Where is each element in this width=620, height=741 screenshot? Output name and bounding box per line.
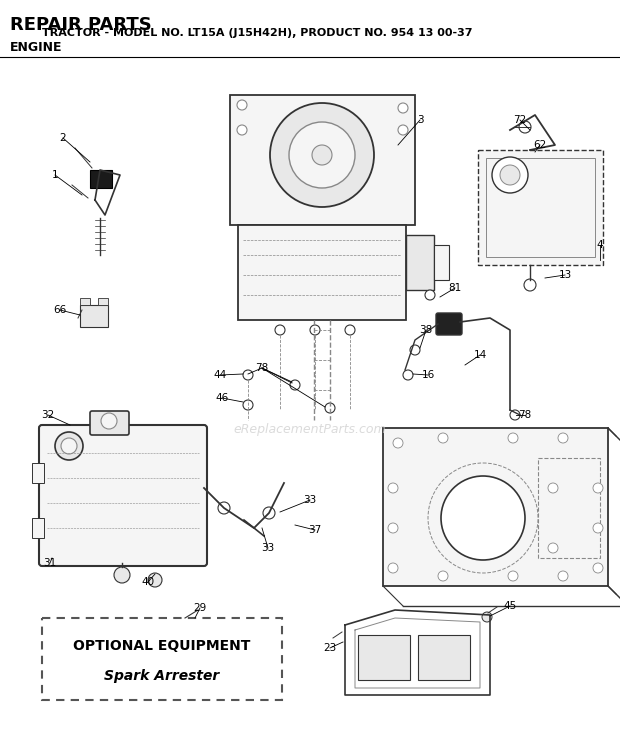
Text: 66: 66 xyxy=(53,305,66,315)
Circle shape xyxy=(237,125,247,135)
Circle shape xyxy=(508,433,518,443)
Text: 45: 45 xyxy=(503,601,516,611)
Text: REPAIR PARTS: REPAIR PARTS xyxy=(10,16,152,34)
Text: OPTIONAL EQUIPMENT: OPTIONAL EQUIPMENT xyxy=(73,639,250,653)
Text: 81: 81 xyxy=(448,283,462,293)
Text: eReplacementParts.com: eReplacementParts.com xyxy=(234,424,386,436)
Text: 13: 13 xyxy=(559,270,572,280)
Text: 46: 46 xyxy=(215,393,229,403)
FancyBboxPatch shape xyxy=(238,225,406,320)
Text: 32: 32 xyxy=(42,410,55,420)
Circle shape xyxy=(275,325,285,335)
FancyBboxPatch shape xyxy=(383,428,608,586)
Circle shape xyxy=(114,567,130,583)
Text: 1: 1 xyxy=(51,170,58,180)
Circle shape xyxy=(270,103,374,207)
Circle shape xyxy=(388,563,398,573)
Text: 4: 4 xyxy=(596,240,603,250)
Circle shape xyxy=(438,433,448,443)
Circle shape xyxy=(310,325,320,335)
Text: 72: 72 xyxy=(513,115,526,125)
Circle shape xyxy=(325,403,335,413)
Bar xyxy=(32,463,44,483)
Bar xyxy=(32,518,44,538)
Circle shape xyxy=(312,145,332,165)
Text: 16: 16 xyxy=(422,370,435,380)
FancyBboxPatch shape xyxy=(406,235,434,290)
Text: 78: 78 xyxy=(518,410,531,420)
Text: 23: 23 xyxy=(324,643,337,653)
FancyBboxPatch shape xyxy=(39,425,207,566)
Text: 33: 33 xyxy=(262,543,275,553)
Text: 38: 38 xyxy=(419,325,433,335)
Circle shape xyxy=(492,157,528,193)
Circle shape xyxy=(593,523,603,533)
Circle shape xyxy=(393,438,403,448)
Circle shape xyxy=(243,370,253,380)
Circle shape xyxy=(388,483,398,493)
Circle shape xyxy=(148,573,162,587)
Circle shape xyxy=(548,483,558,493)
FancyBboxPatch shape xyxy=(478,150,603,265)
Text: 3: 3 xyxy=(417,115,423,125)
Text: 40: 40 xyxy=(141,577,154,587)
Text: 44: 44 xyxy=(213,370,227,380)
Text: Spark Arrester: Spark Arrester xyxy=(104,669,219,683)
Circle shape xyxy=(425,290,435,300)
FancyBboxPatch shape xyxy=(90,170,112,188)
Circle shape xyxy=(289,122,355,188)
FancyBboxPatch shape xyxy=(230,95,415,225)
Circle shape xyxy=(548,543,558,553)
Circle shape xyxy=(593,483,603,493)
Circle shape xyxy=(482,612,492,622)
Text: 37: 37 xyxy=(308,525,322,535)
Circle shape xyxy=(263,507,275,519)
Bar xyxy=(358,635,410,680)
FancyBboxPatch shape xyxy=(434,245,449,280)
Circle shape xyxy=(508,571,518,581)
Text: 2: 2 xyxy=(60,133,66,143)
Circle shape xyxy=(519,121,531,133)
Circle shape xyxy=(558,571,568,581)
Circle shape xyxy=(61,438,77,454)
FancyBboxPatch shape xyxy=(90,411,129,435)
Text: 62: 62 xyxy=(533,140,547,150)
Circle shape xyxy=(410,345,420,355)
Circle shape xyxy=(441,476,525,560)
Bar xyxy=(98,298,108,305)
Circle shape xyxy=(237,100,247,110)
Circle shape xyxy=(398,103,408,113)
Bar xyxy=(418,635,470,680)
Bar xyxy=(80,298,90,305)
Circle shape xyxy=(101,413,117,429)
Circle shape xyxy=(290,380,300,390)
FancyBboxPatch shape xyxy=(42,618,282,700)
Circle shape xyxy=(510,410,520,420)
Circle shape xyxy=(345,325,355,335)
Text: TRACTOR - MODEL NO. LT15A (J15H42H), PRODUCT NO. 954 13 00-37: TRACTOR - MODEL NO. LT15A (J15H42H), PRO… xyxy=(42,28,472,38)
Circle shape xyxy=(438,571,448,581)
Text: 78: 78 xyxy=(255,363,268,373)
Text: 33: 33 xyxy=(303,495,317,505)
Circle shape xyxy=(218,502,230,514)
Text: 14: 14 xyxy=(474,350,487,360)
Text: 29: 29 xyxy=(193,603,206,613)
Circle shape xyxy=(524,279,536,291)
Circle shape xyxy=(388,523,398,533)
FancyBboxPatch shape xyxy=(436,313,462,335)
Circle shape xyxy=(500,165,520,185)
Circle shape xyxy=(593,563,603,573)
Circle shape xyxy=(403,370,413,380)
Text: 31: 31 xyxy=(43,558,56,568)
Circle shape xyxy=(398,125,408,135)
FancyBboxPatch shape xyxy=(80,305,108,327)
Circle shape xyxy=(243,400,253,410)
Circle shape xyxy=(558,433,568,443)
Circle shape xyxy=(55,432,83,460)
Text: ENGINE: ENGINE xyxy=(10,41,63,55)
